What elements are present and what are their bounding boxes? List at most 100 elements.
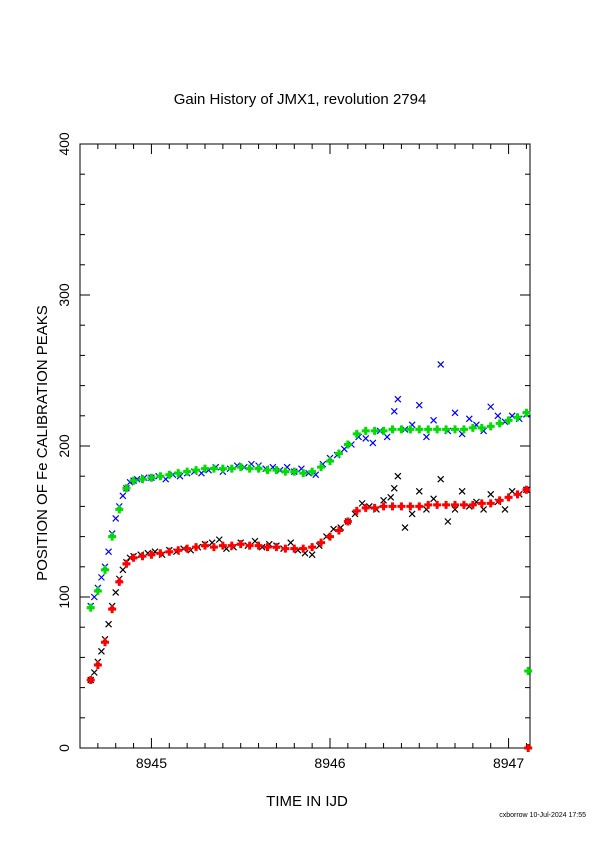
data-point [433,425,442,434]
data-point [192,543,201,552]
data-point [513,490,522,499]
data-point [415,502,424,511]
data-point [105,620,112,628]
data-point [495,496,504,505]
data-point [390,407,398,415]
data-point [287,539,295,547]
data-point [215,536,223,544]
data-point [487,403,495,411]
data-point [272,543,281,552]
data-point [451,505,459,513]
data-point [218,541,227,550]
data-point [477,423,486,432]
data-point [437,361,445,368]
data-point [122,559,131,568]
data-point [209,464,218,473]
data-point [165,470,174,479]
data-point [451,425,459,434]
data-point [379,426,388,435]
data-point [101,565,109,574]
y-tick-label: 200 [56,434,72,458]
data-point [524,744,533,752]
data-point [251,537,259,545]
data-point [138,475,147,484]
data-point [430,416,437,424]
data-point [430,495,437,503]
data-point [227,464,236,473]
data-point [387,493,395,501]
data-point [370,503,379,512]
data-point [343,517,352,526]
data-point [290,544,299,553]
x-tick-label: 8945 [136,755,167,771]
data-point [383,433,391,441]
data-point [406,502,415,511]
chart-title: Gain History of JMX1, revolution 2794 [174,91,427,108]
data-point [299,544,308,553]
x-tick-label: 8947 [493,755,524,771]
data-point [415,425,424,434]
data-point [105,548,112,556]
data-point [459,425,468,434]
data-point [263,466,272,475]
data-point [406,425,415,434]
data-point [361,426,370,435]
data-point [524,666,533,675]
data-point [308,467,317,476]
data-point [486,499,495,508]
data-point [245,541,254,550]
y-tick-label: 0 [56,744,72,752]
data-point [227,541,236,550]
data-point [494,412,502,420]
data-point [459,500,468,509]
data-point [174,546,183,555]
data-point [119,566,127,574]
data-point [388,502,397,511]
data-point [352,506,361,515]
data-point [326,457,334,466]
data-point [236,463,245,472]
data-point [317,463,326,472]
data-point [90,669,98,676]
data-point [388,425,397,434]
data-point [201,464,209,473]
series-2 [86,408,533,675]
axis-ticks [79,143,530,749]
data-point [290,467,299,476]
data-point [112,515,120,522]
data-point [437,475,445,483]
series-4 [86,485,533,752]
data-point [129,476,138,485]
data-point [501,505,509,513]
data-point [254,541,263,550]
data-point [174,469,183,478]
data-point [326,532,334,541]
data-point [458,487,466,495]
data-point [165,547,174,556]
data-point [352,429,361,438]
data-point [394,395,402,403]
data-point [281,544,290,553]
data-point [263,543,272,552]
data-point [513,413,522,422]
data-point [433,500,442,509]
data-point [415,401,423,409]
data-point [340,445,348,453]
data-point [394,472,402,480]
data-point [108,532,117,541]
data-point [495,419,504,428]
data-point [93,660,102,669]
data-point [156,549,165,558]
data-point [361,503,370,512]
data-point [122,484,131,493]
data-point [522,408,531,417]
data-point [379,502,388,511]
data-point [115,505,124,514]
data-point [156,472,165,481]
data-point [86,603,95,612]
data-point [343,440,352,449]
data-point [299,469,308,478]
data-point [183,467,192,476]
x-axis-label: TIME IN IJD [266,793,348,810]
data-point [465,415,473,423]
